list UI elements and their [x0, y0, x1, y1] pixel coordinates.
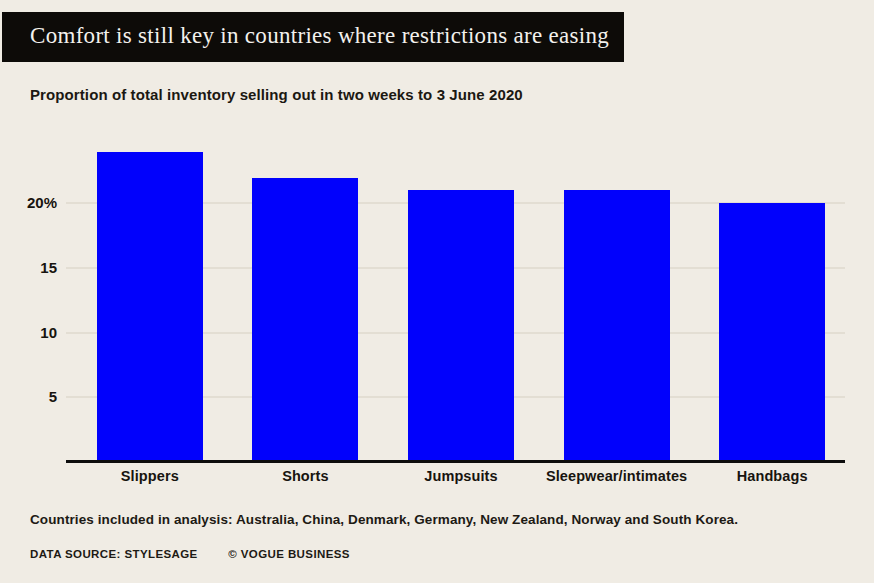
credit-label: © VOGUE BUSINESS: [228, 548, 350, 560]
chart-title: Comfort is still key in countries where …: [2, 23, 609, 51]
title-banner: Comfort is still key in countries where …: [2, 12, 624, 62]
bar-sleepwear-intimates: [564, 190, 670, 462]
y-tick-label: 15: [40, 258, 57, 278]
chart-subtitle: Proportion of total inventory selling ou…: [30, 86, 523, 103]
bar-series: [72, 140, 850, 462]
x-axis-label: Shorts: [228, 468, 384, 484]
x-axis-line: [66, 460, 845, 463]
bar-cell: [228, 140, 384, 462]
source-row: DATA SOURCE: STYLESAGE © VOGUE BUSINESS: [30, 548, 350, 560]
bar-cell: [539, 140, 695, 462]
x-axis-label: Handbags: [694, 468, 850, 484]
y-tick-label: 20%: [27, 193, 57, 213]
bar-cell: [694, 140, 850, 462]
y-axis-tick-labels: 5 10 15 20%: [0, 140, 57, 462]
y-tick-label: 5: [49, 387, 57, 407]
x-axis-labels: SlippersShortsJumpsuitsSleepwear/intimat…: [72, 468, 850, 484]
x-axis-label: Slippers: [72, 468, 228, 484]
bar-handbags: [719, 203, 825, 462]
bar-slippers: [97, 152, 203, 462]
bar-cell: [383, 140, 539, 462]
bar-shorts: [252, 178, 358, 462]
x-axis-label: Jumpsuits: [383, 468, 539, 484]
footnote: Countries included in analysis: Australi…: [30, 512, 738, 527]
y-tick-label: 10: [40, 323, 57, 343]
bar-jumpsuits: [408, 190, 514, 462]
bar-cell: [72, 140, 228, 462]
data-source-label: DATA SOURCE: STYLESAGE: [30, 548, 198, 560]
x-axis-label: Sleepwear/intimates: [539, 468, 695, 484]
